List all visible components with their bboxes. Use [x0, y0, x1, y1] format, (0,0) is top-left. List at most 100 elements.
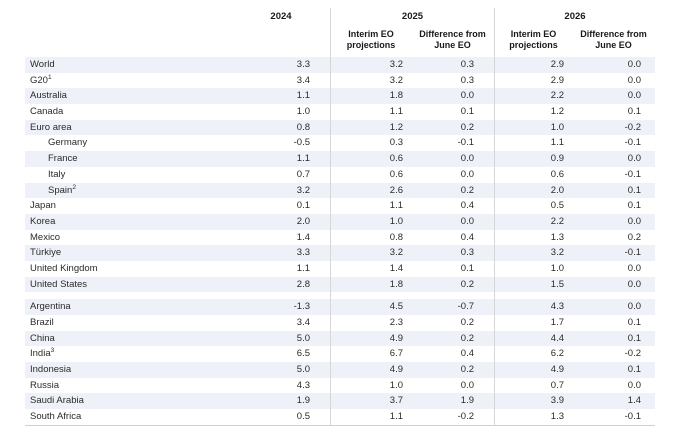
value-cell: -0.2 [624, 348, 641, 360]
value-cell: -0.1 [457, 137, 474, 149]
value-cell: 1.1 [330, 104, 411, 120]
row-label: Saudi Arabia [30, 395, 84, 407]
table-row: Korea 2.0 1.0 0.0 2.2 0.0 [25, 213, 655, 230]
table-header: 2024 2025 2026 Interim EO projections Di… [25, 8, 655, 57]
value-cell: 0.2 [460, 278, 474, 290]
row-label: Euro area [30, 121, 72, 133]
value-cell: 0.1 [627, 106, 641, 118]
sub-header-2025-difference: Difference from June EO [419, 29, 486, 50]
value-cell: 0.7 [494, 377, 572, 394]
row-label: Türkiye [30, 247, 62, 259]
value-cell: 0.0 [627, 278, 641, 290]
value-cell: 0.0 [627, 90, 641, 102]
footnote-marker: 2 [72, 183, 76, 191]
value-cell: 2.9 [494, 57, 572, 73]
row-label: United States [30, 278, 88, 290]
table-row: India3 6.5 6.7 0.4 6.2 -0.2 [25, 346, 655, 363]
row-label: Australia [30, 90, 67, 102]
value-cell: 1.1 [330, 409, 411, 425]
table-row: Australia 1.1 1.8 0.0 2.2 0.0 [25, 88, 655, 105]
value-cell: 0.4 [460, 231, 474, 243]
value-cell: 1.2 [494, 104, 572, 120]
value-cell: 3.3 [296, 247, 310, 259]
value-cell: 1.0 [494, 119, 572, 136]
value-cell: 6.7 [330, 346, 411, 363]
sub-header-2025-interim: Interim EO projections [330, 26, 411, 57]
value-cell: 0.1 [627, 364, 641, 376]
value-cell: 0.0 [627, 153, 641, 165]
value-cell: 1.1 [296, 262, 310, 274]
table-row: G201 3.4 3.2 0.3 2.9 0.0 [25, 72, 655, 89]
value-cell: 1.7 [494, 315, 572, 331]
section-gap [25, 292, 655, 300]
sub-header-spacer [25, 26, 330, 57]
value-cell: 0.2 [627, 231, 641, 243]
row-label: South Africa [30, 411, 82, 423]
value-cell: -0.1 [624, 411, 641, 423]
value-cell: 4.3 [494, 299, 572, 316]
sub-header-2026-difference: Difference from June EO [580, 29, 647, 50]
value-cell: 1.4 [296, 231, 310, 243]
table-row: Türkiye 3.3 3.2 0.3 3.2 -0.1 [25, 245, 655, 261]
value-cell: 1.0 [296, 106, 310, 118]
sub-header-2026-interim: Interim EO projections [494, 26, 572, 57]
value-cell: -0.2 [624, 121, 641, 133]
value-cell: 0.3 [330, 135, 411, 152]
table-row: Spain2 3.2 2.6 0.2 2.0 0.1 [25, 182, 655, 199]
row-label: Italy [48, 168, 66, 180]
value-cell: 0.2 [460, 184, 474, 196]
row-label: China [30, 332, 55, 344]
table-row: Argentina -1.3 4.5 -0.7 4.3 0.0 [25, 299, 655, 316]
value-cell: 0.3 [460, 74, 474, 86]
value-cell: 0.6 [494, 166, 572, 183]
value-cell: 0.1 [627, 184, 641, 196]
value-cell: 0.0 [627, 379, 641, 391]
value-cell: 0.5 [494, 198, 572, 214]
value-cell: -0.5 [293, 137, 310, 149]
value-cell: 0.9 [494, 151, 572, 167]
value-cell: 2.3 [330, 315, 411, 331]
table-body: World 3.3 3.2 0.3 2.9 0.0 G201 3.4 3.2 0.3 2.9 0.0 A… [25, 57, 655, 426]
table-row: World 3.3 3.2 0.3 2.9 0.0 [25, 57, 655, 73]
value-cell: 0.2 [460, 317, 474, 328]
value-cell: 0.8 [296, 121, 310, 133]
value-cell: 0.1 [627, 200, 641, 212]
value-cell: 0.0 [627, 59, 641, 70]
value-cell: 3.2 [330, 72, 411, 89]
value-cell: 4.4 [494, 330, 572, 347]
value-cell: 4.3 [296, 379, 310, 391]
row-label: France [48, 153, 78, 165]
table-row: Indonesia 5.0 4.9 0.2 4.9 0.1 [25, 362, 655, 378]
value-cell: 1.4 [330, 260, 411, 277]
value-cell: 2.9 [494, 72, 572, 89]
projections-table: 2024 2025 2026 Interim EO projections Di… [25, 8, 655, 426]
value-cell: 1.1 [296, 90, 310, 102]
value-cell: 0.1 [296, 200, 310, 212]
value-cell: 2.0 [494, 182, 572, 199]
value-cell: 3.9 [494, 393, 572, 410]
value-cell: -0.1 [624, 137, 641, 149]
value-cell: 3.2 [494, 245, 572, 261]
table-row: Mexico 1.4 0.8 0.4 1.3 0.2 [25, 229, 655, 246]
value-cell: 0.8 [330, 229, 411, 246]
row-label: Korea [30, 215, 56, 227]
value-cell: 4.9 [494, 362, 572, 378]
value-cell: 6.5 [296, 348, 310, 360]
value-cell: 0.1 [627, 317, 641, 328]
value-cell: 0.0 [460, 379, 474, 391]
table-row: Canada 1.0 1.1 0.1 1.2 0.1 [25, 104, 655, 120]
value-cell: 1.5 [494, 276, 572, 293]
row-label: Brazil [30, 317, 54, 328]
value-cell: 0.0 [627, 215, 641, 227]
sub-header-row: Interim EO projections Difference from J… [25, 26, 655, 57]
value-cell: 6.2 [494, 346, 572, 363]
table-row: Russia 4.3 1.0 0.0 0.7 0.0 [25, 377, 655, 394]
table-row: China 5.0 4.9 0.2 4.4 0.1 [25, 330, 655, 347]
value-cell: 0.0 [627, 262, 641, 274]
row-label: Mexico [30, 231, 61, 243]
value-cell: 3.2 [296, 184, 310, 196]
label-column-header [25, 8, 232, 26]
value-cell: 1.1 [330, 198, 411, 214]
value-cell: 2.8 [296, 278, 310, 290]
value-cell: 1.8 [330, 276, 411, 293]
